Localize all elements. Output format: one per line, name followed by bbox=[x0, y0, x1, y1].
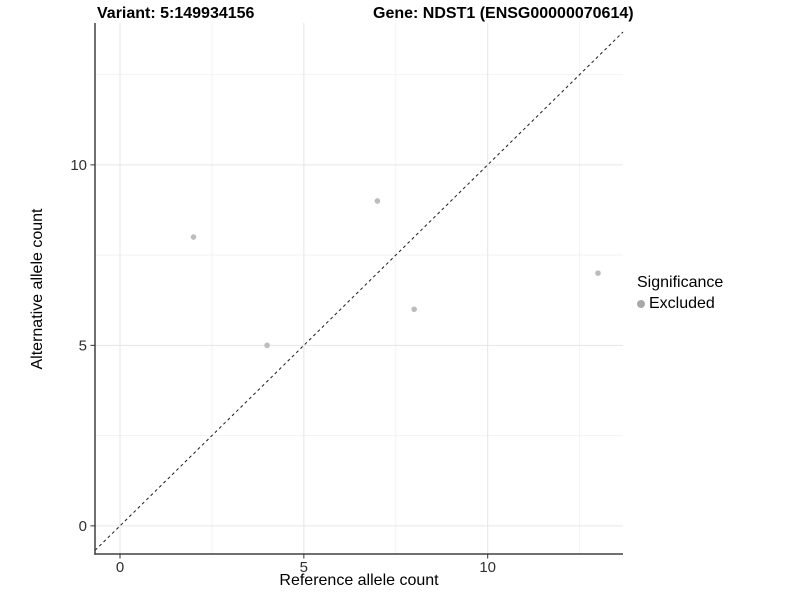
legend-item-excluded: Excluded bbox=[637, 295, 723, 313]
y-tick-label: 10 bbox=[70, 157, 87, 174]
data-point bbox=[264, 342, 270, 349]
data-point bbox=[595, 270, 601, 276]
data-point bbox=[411, 306, 417, 313]
x-tick-label: 0 bbox=[116, 559, 124, 576]
plot-title-gene: Gene: NDST1 (ENSG00000070614) bbox=[373, 5, 634, 22]
x-axis-title: Reference allele count bbox=[279, 572, 439, 589]
data-point bbox=[374, 198, 381, 204]
x-tick-label: 10 bbox=[479, 559, 496, 576]
x-tick-label: 5 bbox=[300, 559, 308, 576]
y-tick-label: 0 bbox=[79, 518, 87, 535]
identity-dashed-line bbox=[94, 31, 624, 551]
y-tick-label: 5 bbox=[79, 337, 87, 354]
y-axis-title: Alternative allele count bbox=[29, 208, 46, 370]
legend-item-label: Excluded bbox=[649, 295, 715, 312]
legend-title: Significance bbox=[637, 274, 724, 291]
legend: Significance Excluded bbox=[637, 274, 723, 313]
legend-point-icon bbox=[637, 300, 645, 308]
plot-title-variant: Variant: 5:149934156 bbox=[97, 5, 255, 22]
data-point bbox=[190, 234, 197, 240]
